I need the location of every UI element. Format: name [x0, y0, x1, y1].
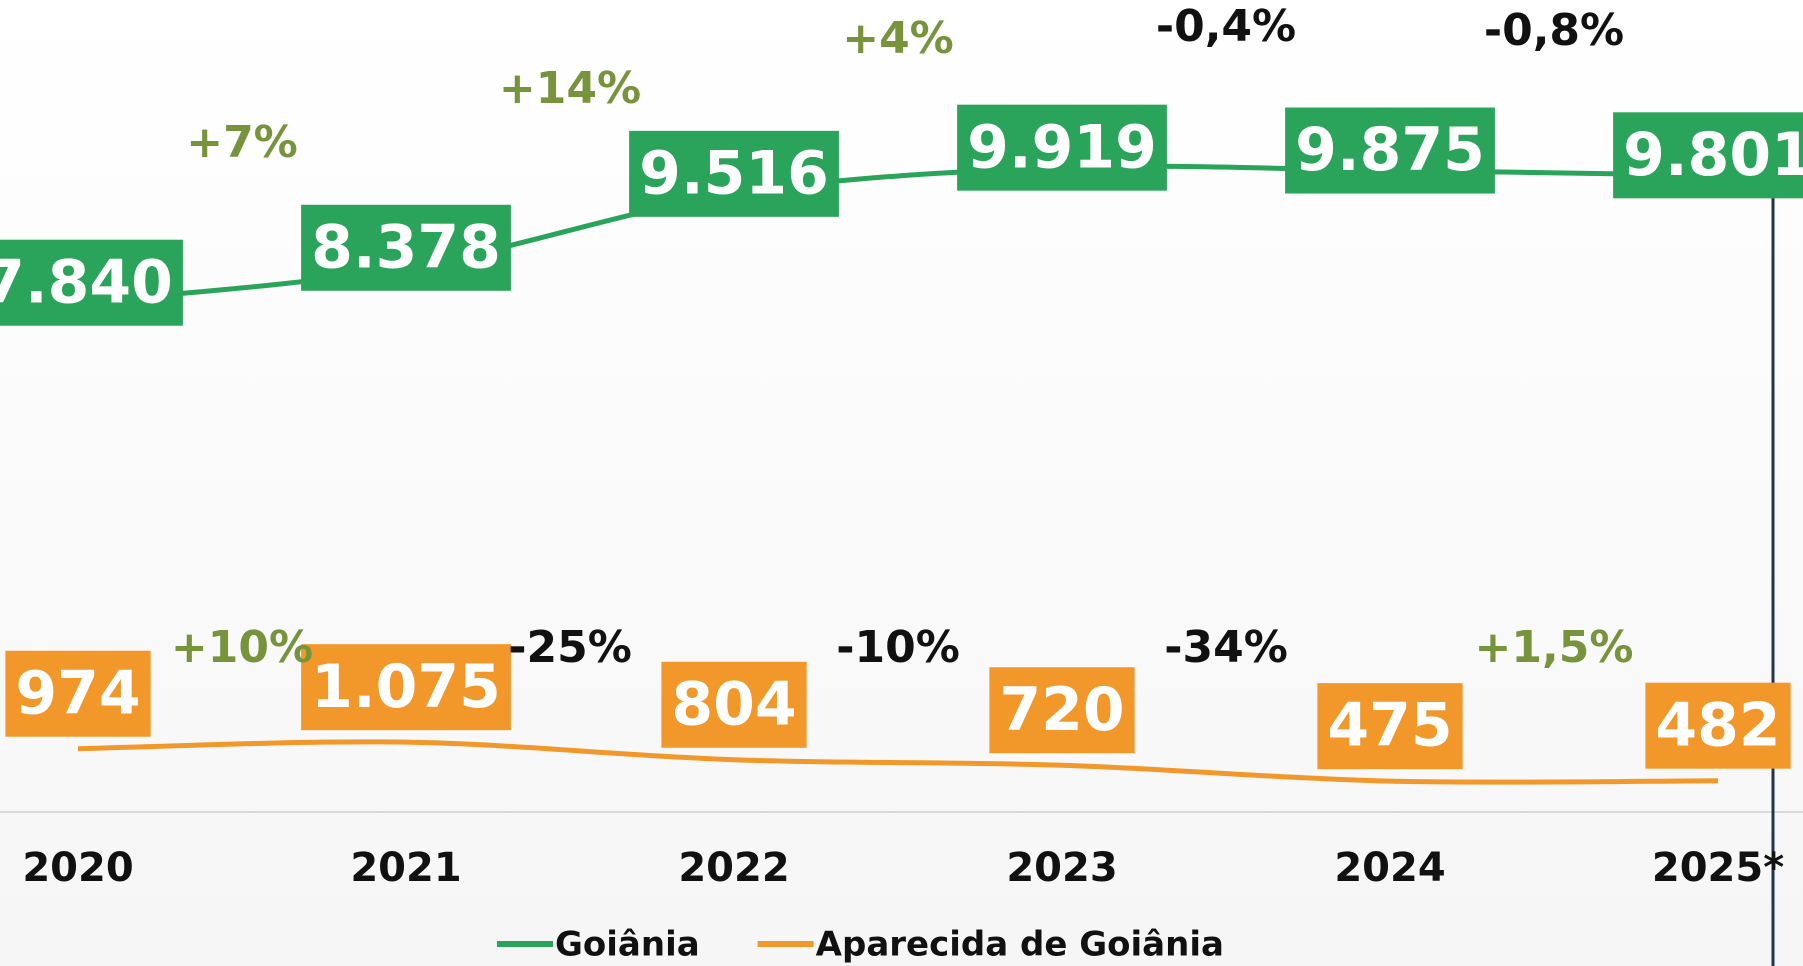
change-label: -0,4%: [1156, 1, 1296, 52]
x-tick-label: 2020: [22, 845, 133, 891]
series-line: [77, 739, 1719, 785]
x-tick-label: 2021: [350, 845, 461, 891]
value-label-box: [0, 239, 183, 326]
value-label-box: [301, 644, 511, 731]
change-label: -10%: [836, 622, 960, 673]
value-label: 482: [1655, 690, 1780, 760]
change-label: +7%: [186, 117, 298, 168]
value-label-box: [1613, 112, 1803, 199]
change-label: +1,5%: [1475, 622, 1634, 673]
value-label-box: [989, 667, 1135, 754]
value-label: 7.840: [0, 247, 173, 317]
change-label: +4%: [842, 13, 954, 64]
change-label: -34%: [1164, 622, 1288, 673]
value-label-box: [629, 130, 839, 217]
x-tick-label: 2023: [1006, 845, 1117, 891]
value-label-box: [1317, 683, 1463, 770]
value-label-box: [1645, 682, 1791, 769]
x-tick-label: 2024: [1334, 845, 1445, 891]
value-label: 475: [1327, 691, 1452, 761]
change-label: -25%: [508, 622, 632, 673]
value-label: 9.875: [1295, 115, 1485, 185]
value-label-box: [1285, 107, 1495, 194]
value-label: 9.919: [967, 112, 1157, 182]
value-label-box: [301, 204, 511, 291]
x-tick-label: 2025*: [1652, 845, 1784, 891]
value-label: 8.378: [311, 212, 501, 282]
value-label: 720: [999, 675, 1124, 745]
legend-label: Goiânia: [555, 925, 700, 965]
x-tick-label: 2022: [678, 845, 789, 891]
value-label: 9.516: [639, 138, 829, 208]
value-label: 974: [15, 658, 140, 728]
value-label: 804: [671, 669, 796, 739]
change-label: -0,8%: [1484, 5, 1624, 56]
value-label-box: [661, 661, 807, 748]
labels: 7.840 8.378 9.516 9.919 9.875 9.801 +7% +14% +4%…: [0, 1, 1803, 770]
change-label: +10%: [171, 622, 313, 673]
change-label: +14%: [499, 63, 641, 114]
value-label-box: [957, 104, 1167, 191]
value-label: 1.075: [311, 652, 501, 722]
legend-label: Aparecida de Goiânia: [816, 925, 1224, 965]
value-label-box: [5, 650, 151, 737]
value-label: 9.801: [1623, 120, 1803, 190]
